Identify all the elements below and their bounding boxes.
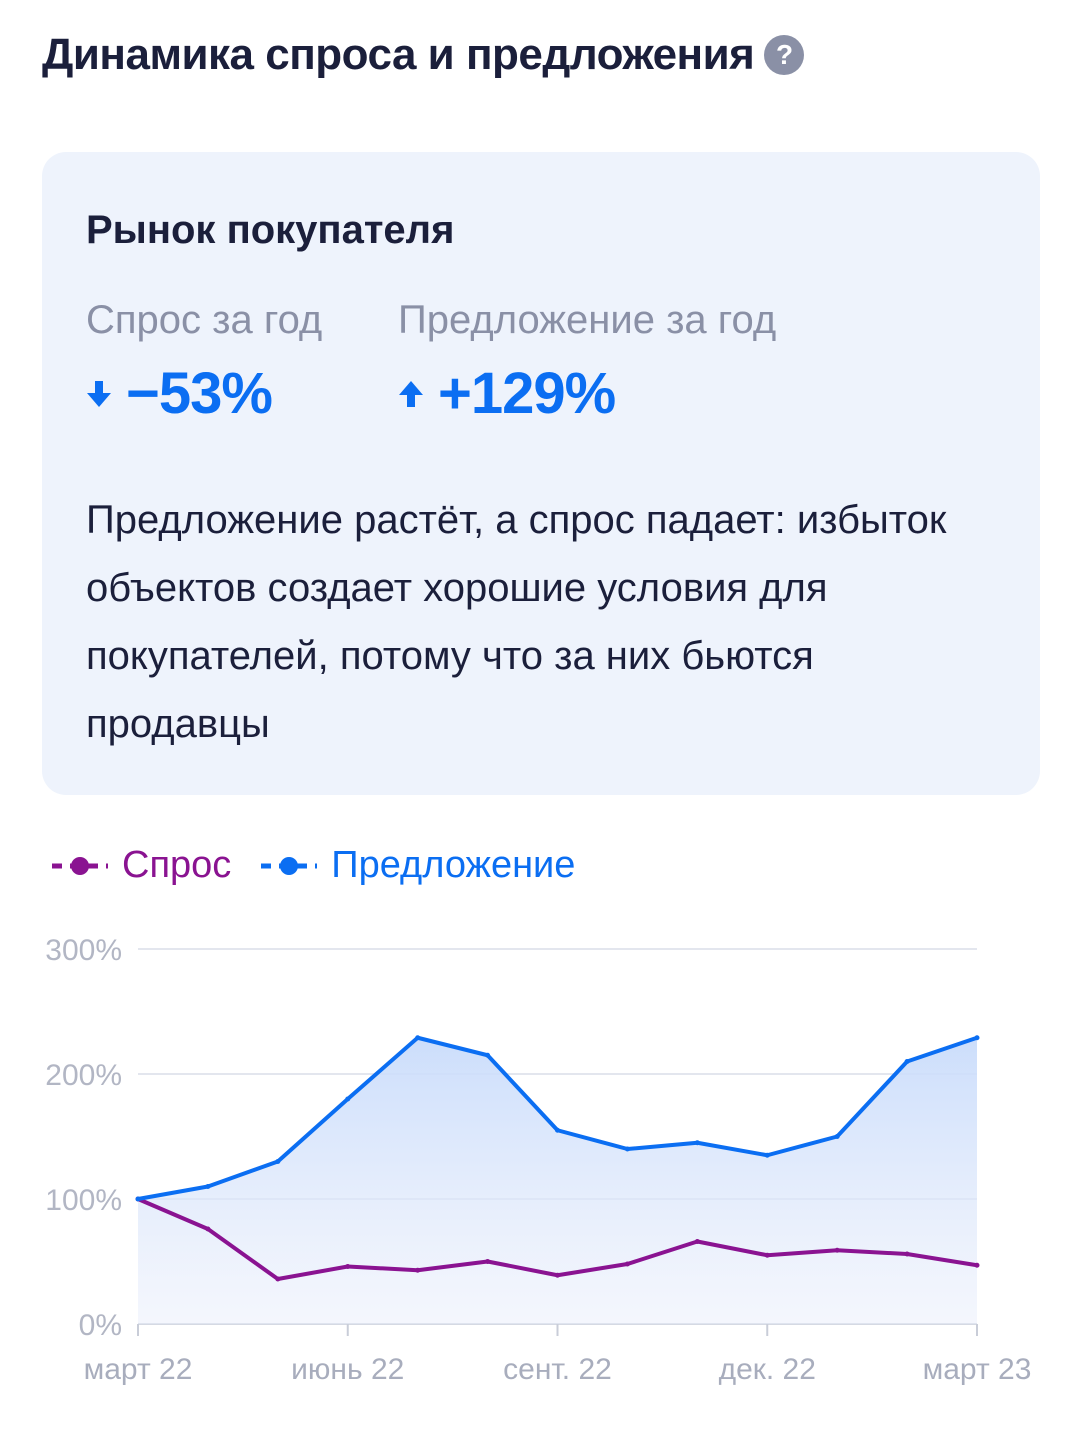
- supply-stat-label: Предложение за год: [398, 298, 777, 342]
- supply-stat-number: +129%: [438, 361, 616, 426]
- legend-item-supply[interactable]: Предложение: [261, 844, 575, 887]
- supply-point: [275, 1159, 281, 1164]
- supply-point: [694, 1140, 700, 1146]
- market-summary-card: Рынок покупателя Спрос за год −53% Предл…: [42, 152, 1040, 795]
- supply-point: [205, 1184, 211, 1189]
- y-tick-label: 100%: [45, 1184, 122, 1217]
- supply-point: [974, 1035, 980, 1041]
- x-tick-label: июнь 22: [291, 1353, 404, 1386]
- x-tick-label: март 23: [923, 1353, 1032, 1386]
- x-tick-label: март 22: [84, 1353, 193, 1386]
- card-title: Рынок покупателя: [86, 208, 455, 252]
- demand-stat-label: Спрос за год: [86, 298, 323, 342]
- card-description: Предложение растёт, а спрос падает: избы…: [86, 498, 947, 746]
- demand-supply-chart: 0% 100% 200% 300% март 22 июнь 22 сент. 22 дек.…: [45, 934, 1032, 1386]
- supply-point: [764, 1152, 770, 1158]
- chart-legend: Спрос Предложение: [52, 844, 605, 887]
- supply-area: [138, 1037, 977, 1324]
- demand-point: [275, 1276, 281, 1282]
- legend-label-demand: Спрос: [122, 844, 232, 886]
- supply-point: [485, 1052, 491, 1058]
- y-tick-label: 200%: [45, 1059, 122, 1092]
- supply-point: [834, 1134, 840, 1139]
- y-tick-label: 300%: [45, 934, 122, 967]
- x-tick-label: дек. 22: [719, 1353, 816, 1386]
- supply-point: [415, 1035, 421, 1041]
- supply-point: [135, 1196, 141, 1202]
- question-icon[interactable]: ?: [764, 35, 805, 75]
- page-title: Динамика спроса и предложения ?: [42, 30, 805, 80]
- demand-point: [485, 1259, 491, 1264]
- demand-point: [205, 1226, 211, 1232]
- supply-point: [624, 1146, 630, 1152]
- demand-point: [974, 1262, 980, 1268]
- demand-point: [764, 1252, 770, 1258]
- demand-point: [904, 1251, 910, 1257]
- demand-stat-number: −53%: [126, 361, 273, 426]
- demand-point: [415, 1267, 421, 1273]
- supply-stat-value: +129%: [398, 360, 616, 427]
- legend-label-supply: Предложение: [331, 844, 576, 886]
- demand-stat-value: −53%: [86, 360, 273, 427]
- page-title-text: Динамика спроса и предложения: [42, 30, 755, 79]
- supply-point: [345, 1096, 351, 1102]
- arrow-up-icon: [399, 380, 423, 407]
- supply-point: [904, 1059, 910, 1064]
- demand-point: [834, 1247, 840, 1253]
- legend-item-demand[interactable]: Спрос: [52, 844, 231, 887]
- arrow-down-icon: [87, 380, 111, 407]
- legend-line-dot-icon: [52, 856, 108, 875]
- demand-point: [345, 1264, 351, 1269]
- demand-point: [555, 1272, 560, 1278]
- demand-point: [624, 1261, 630, 1267]
- demand-point: [694, 1239, 700, 1244]
- supply-point: [555, 1127, 560, 1133]
- legend-line-dot-icon: [261, 856, 318, 875]
- y-tick-label: 0%: [79, 1309, 122, 1342]
- x-tick-label: сент. 22: [503, 1353, 612, 1386]
